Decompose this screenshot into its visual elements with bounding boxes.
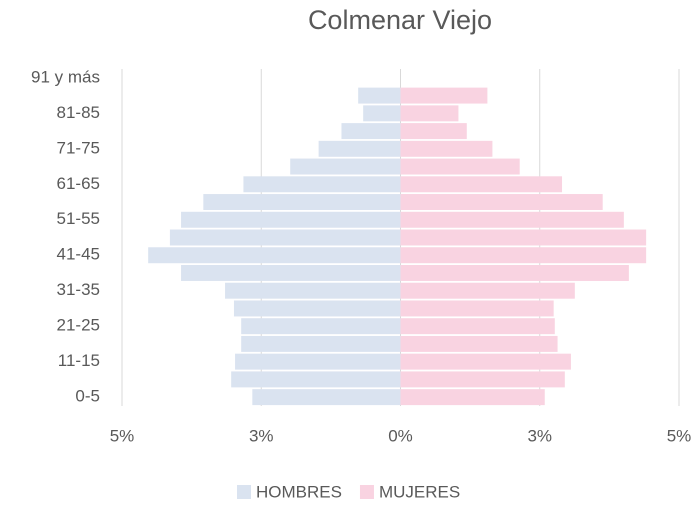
y-tick-label: 0-5	[75, 387, 100, 406]
y-tick-label: 41-45	[57, 245, 100, 264]
y-tick-label: 51-55	[57, 209, 100, 228]
y-tick-label: 31-35	[57, 280, 100, 299]
bar	[400, 318, 555, 335]
x-tick-label: 5%	[667, 426, 692, 445]
chart-title: Colmenar Viejo	[308, 5, 492, 35]
bar	[400, 335, 558, 352]
bar	[181, 211, 401, 228]
x-tick-label: 3%	[527, 426, 552, 445]
bar	[400, 300, 554, 317]
bar	[400, 353, 571, 370]
legend-label: HOMBRES	[256, 482, 342, 501]
bar	[400, 371, 565, 388]
y-tick-label: 91 y más	[31, 67, 100, 86]
x-tick-label: 5%	[110, 426, 135, 445]
bar	[233, 300, 401, 317]
bar	[400, 194, 603, 211]
legend-swatch	[359, 485, 374, 499]
bar	[400, 264, 629, 281]
bar	[400, 389, 545, 406]
bar	[241, 335, 401, 352]
bar	[225, 282, 401, 299]
bar	[169, 229, 401, 246]
bar	[400, 282, 575, 299]
y-tick-label: 11-15	[58, 351, 100, 370]
bar	[243, 176, 401, 193]
bar	[400, 158, 520, 175]
bar	[181, 264, 401, 281]
bar	[290, 158, 401, 175]
y-tick-label: 61-65	[57, 174, 100, 193]
bar	[400, 211, 624, 228]
bar	[400, 247, 647, 264]
bar	[148, 247, 401, 264]
y-tick-label: 81-85	[57, 103, 100, 122]
bar	[341, 123, 401, 140]
bar	[252, 389, 401, 406]
bar	[400, 176, 563, 193]
bar	[231, 371, 401, 388]
y-tick-label: 21-25	[57, 316, 100, 335]
x-tick-label: 0%	[388, 426, 413, 445]
bar	[241, 318, 401, 335]
bar	[358, 87, 401, 104]
x-tick-label: 3%	[249, 426, 274, 445]
bar	[400, 140, 493, 157]
bar	[235, 353, 401, 370]
bar	[400, 87, 488, 104]
bar	[400, 105, 459, 122]
legend-swatch	[237, 485, 251, 499]
bar	[203, 194, 401, 211]
legend-label: MUJERES	[379, 482, 460, 501]
bar	[400, 123, 467, 140]
bar	[318, 140, 401, 157]
bar	[400, 229, 647, 246]
y-tick-label: 71-75	[57, 138, 100, 157]
bar	[363, 105, 401, 122]
